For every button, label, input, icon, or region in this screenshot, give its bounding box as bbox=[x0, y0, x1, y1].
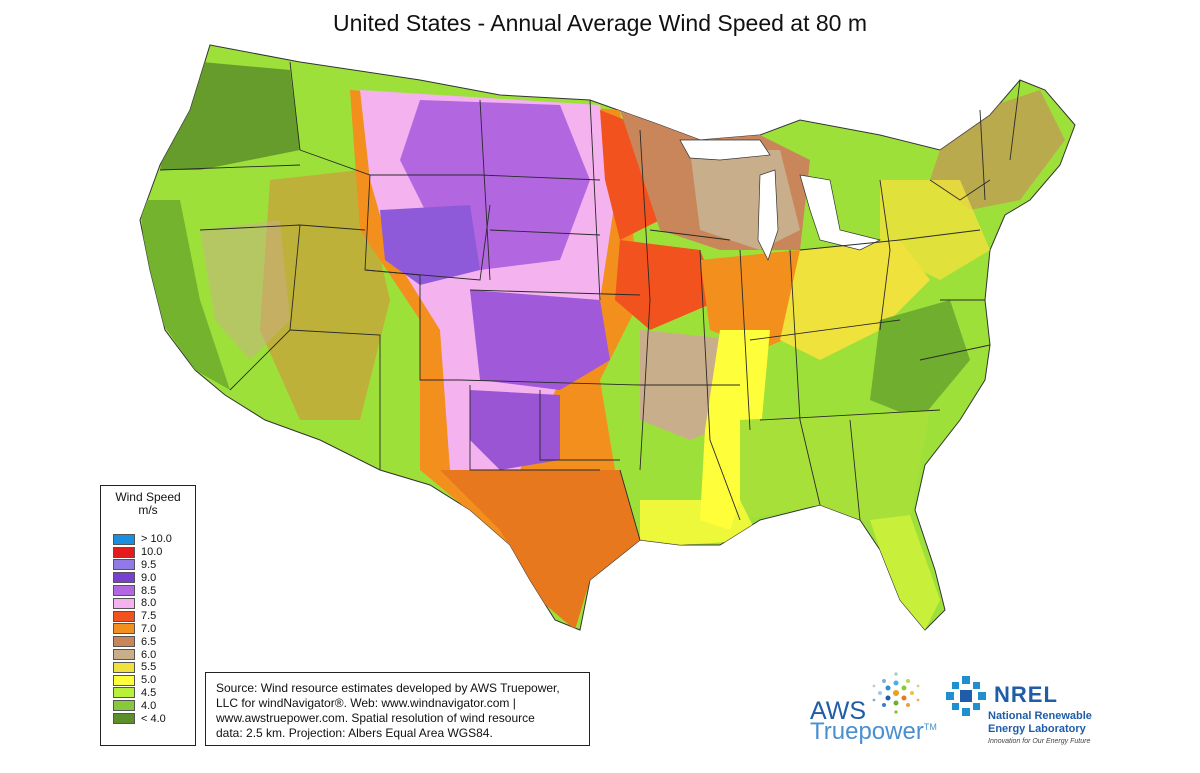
legend-swatch bbox=[113, 661, 135, 673]
legend-label: 4.5 bbox=[141, 686, 157, 699]
legend-item: 6.5 bbox=[113, 635, 172, 648]
mississippi-yellow bbox=[700, 330, 770, 530]
legend-label: 10.0 bbox=[141, 546, 163, 559]
legend-item: 10.0 bbox=[113, 546, 172, 559]
legend-item: 4.0 bbox=[113, 699, 172, 712]
aws-truepower-logo: AWS TruepowerTM bbox=[808, 668, 948, 748]
legend-label: 4.0 bbox=[141, 699, 157, 712]
legend-item: 9.0 bbox=[113, 571, 172, 584]
legend-swatch bbox=[113, 610, 135, 622]
legend-item: < 4.0 bbox=[113, 712, 172, 725]
legend-heading: Wind Speed bbox=[115, 490, 181, 504]
source-note: Source: Wind resource estimates develope… bbox=[205, 672, 590, 746]
pacific-northwest-region bbox=[160, 60, 300, 170]
legend-swatch bbox=[113, 585, 135, 597]
legend-swatch bbox=[113, 636, 135, 648]
legend-swatch bbox=[113, 687, 135, 699]
map-title: United States - Annual Average Wind Spee… bbox=[332, 10, 868, 36]
state-borders bbox=[159, 61, 1021, 541]
legend-label: 9.5 bbox=[141, 558, 157, 571]
aws-dots-icon bbox=[872, 672, 920, 714]
nrel-name-line-1: National Renewable bbox=[988, 710, 1092, 722]
florida-yellow-green bbox=[870, 515, 940, 630]
oklahoma-purple bbox=[470, 390, 560, 470]
legend-swatch bbox=[113, 533, 135, 545]
legend-swatch bbox=[113, 700, 135, 712]
rocky-mountain-region bbox=[260, 170, 390, 420]
nrel-emblem-icon bbox=[946, 676, 986, 716]
legend-item: 4.5 bbox=[113, 687, 172, 700]
legend-label: < 4.0 bbox=[141, 712, 166, 725]
legend-label: 7.5 bbox=[141, 610, 157, 623]
source-line-1: Source: Wind resource estimates develope… bbox=[216, 681, 560, 695]
legend-label: 6.0 bbox=[141, 648, 157, 661]
truepower-text: Truepower bbox=[810, 718, 924, 745]
wind-speed-legend: Wind Speed m/s > 10.0 10.0 9.5 9.0 8.5 8.0 7.5… bbox=[100, 485, 196, 746]
ohio-valley-yellow bbox=[780, 240, 930, 360]
legend-label: > 10.0 bbox=[141, 533, 172, 546]
legend-unit: m/s bbox=[138, 503, 158, 517]
texas-orange bbox=[440, 470, 640, 630]
legend-swatch bbox=[113, 623, 135, 635]
nrel-name-line-2: Energy Laboratory bbox=[988, 723, 1086, 735]
legend-swatch bbox=[113, 597, 135, 609]
legend-item: 5.5 bbox=[113, 661, 172, 674]
legend-items: > 10.0 10.0 9.5 9.0 8.5 8.0 7.5 7.0 6.5 6.0 5.5 5.0… bbox=[113, 533, 172, 725]
legend-swatch bbox=[113, 572, 135, 584]
lake-michigan bbox=[757, 169, 779, 261]
legend-label: 6.5 bbox=[141, 635, 157, 648]
source-line-3: www.awstruepower.com. Spatial resolution… bbox=[216, 711, 535, 725]
legend-item: 8.5 bbox=[113, 584, 172, 597]
lake-superior bbox=[679, 139, 771, 161]
legend-item: 7.0 bbox=[113, 623, 172, 636]
truepower-wordmark: TruepowerTM bbox=[810, 718, 937, 746]
wyoming-purple bbox=[380, 205, 480, 285]
legend-label: 5.0 bbox=[141, 674, 157, 687]
legend-swatch bbox=[113, 713, 135, 725]
nrel-logo: NREL National Renewable Energy Laborator… bbox=[944, 672, 1104, 752]
great-basin-region bbox=[200, 220, 290, 360]
legend-label: 5.5 bbox=[141, 661, 157, 674]
legend-item: 5.0 bbox=[113, 674, 172, 687]
legend-item: 7.5 bbox=[113, 610, 172, 623]
legend-label: 9.0 bbox=[141, 571, 157, 584]
legend-item: 9.5 bbox=[113, 559, 172, 572]
legend-swatch bbox=[113, 546, 135, 558]
legend-item: 6.0 bbox=[113, 648, 172, 661]
legend-item: > 10.0 bbox=[113, 533, 172, 546]
kansas-purple bbox=[470, 290, 610, 390]
southeast-green bbox=[740, 410, 930, 520]
legend-swatch bbox=[113, 559, 135, 571]
lake-huron-erie bbox=[799, 174, 882, 251]
nrel-tagline: Innovation for Our Energy Future bbox=[988, 738, 1091, 745]
source-line-2: LLC for windNavigator®. Web: www.windnav… bbox=[216, 696, 516, 710]
iowa-red bbox=[615, 240, 720, 330]
legend-swatch bbox=[113, 674, 135, 686]
legend-swatch bbox=[113, 649, 135, 661]
northeast-yellow bbox=[880, 180, 990, 280]
nrel-wordmark: NREL bbox=[994, 682, 1058, 707]
aws-wordmark: AWS bbox=[810, 697, 867, 725]
source-line-4: data: 2.5 km. Projection: Albers Equal A… bbox=[216, 726, 493, 740]
legend-label: 7.0 bbox=[141, 622, 157, 635]
legend-label: 8.0 bbox=[141, 597, 157, 610]
legend-label: 8.5 bbox=[141, 584, 157, 597]
trademark-mark: TM bbox=[923, 722, 937, 732]
legend-item: 8.0 bbox=[113, 597, 172, 610]
gulf-coast-yellow bbox=[640, 500, 760, 545]
california-coast-region bbox=[140, 200, 230, 390]
